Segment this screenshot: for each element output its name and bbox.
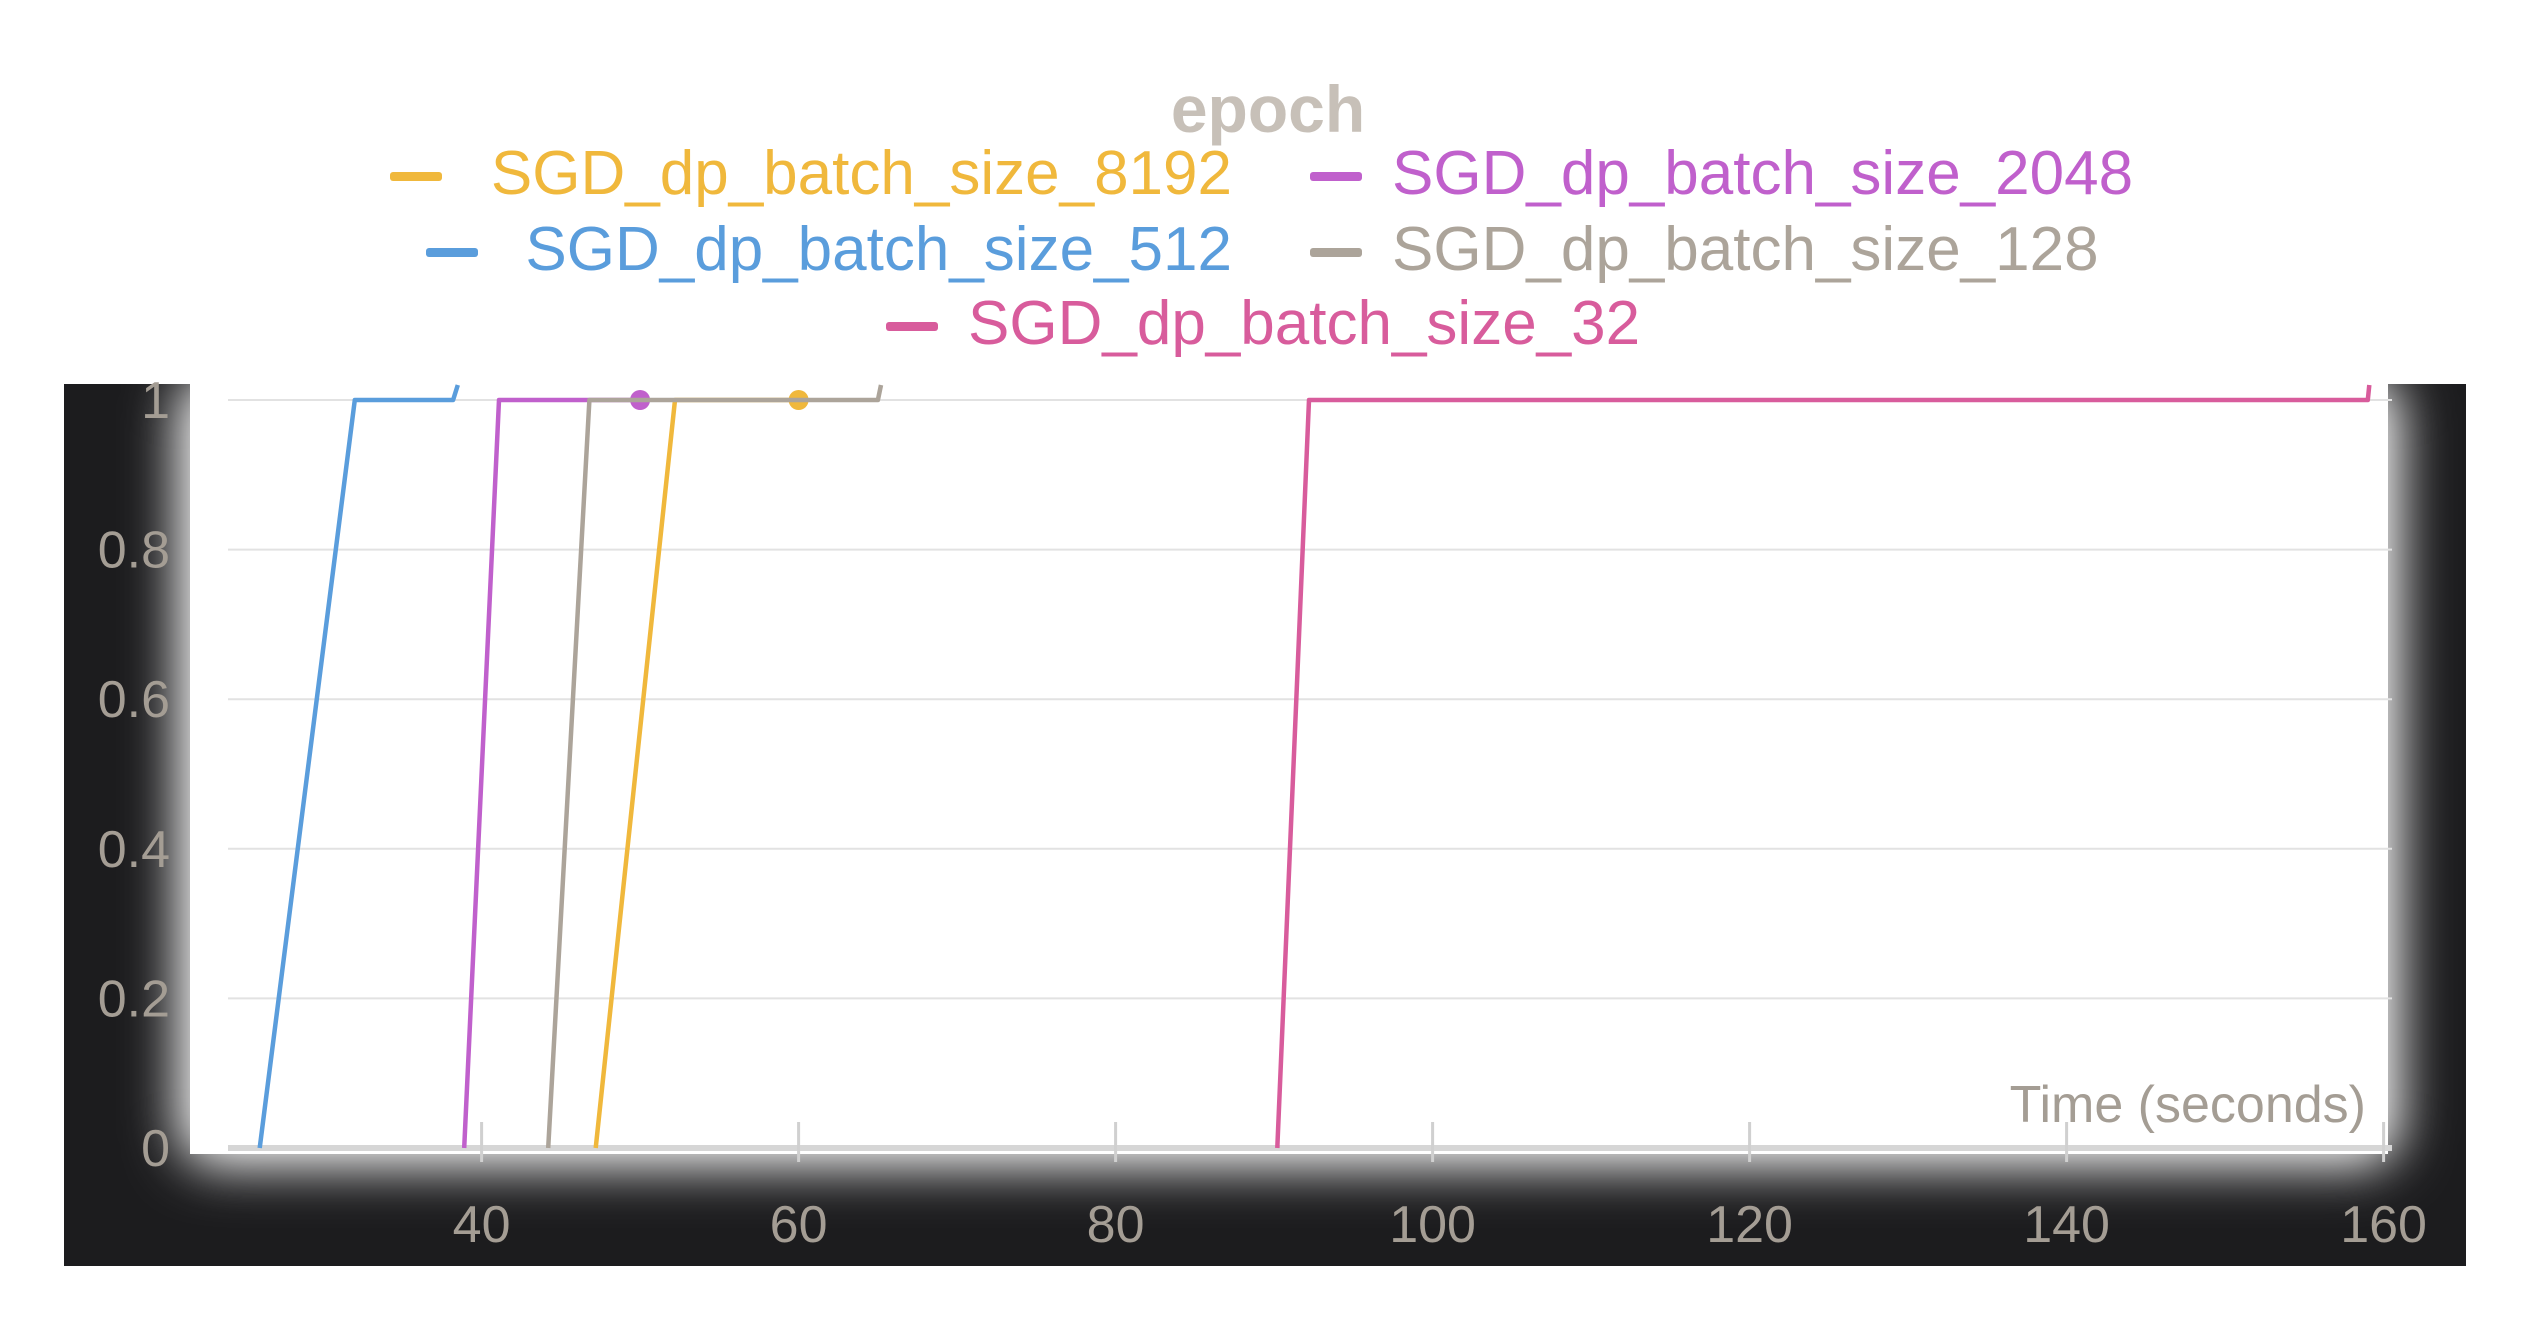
legend-item-SGD_dp_batch_size_8192[interactable]: SGD_dp_batch_size_8192 <box>390 139 1232 208</box>
x-tick-label: 40 <box>453 1196 511 1254</box>
y-tick-label: 0.8 <box>98 522 170 580</box>
legend-swatch <box>1310 248 1362 257</box>
x-tick-label: 140 <box>2023 1196 2110 1254</box>
legend[interactable]: SGD_dp_batch_size_8192 SGD_dp_batch_size_… <box>390 139 2133 358</box>
legend-label: SGD_dp_batch_size_128 <box>1392 215 2099 284</box>
series-line-SGD_dp_batch_size_512[interactable] <box>257 384 460 1149</box>
legend-label: SGD_dp_batch_size_8192 <box>491 139 1232 208</box>
x-axis-label: Time (seconds) <box>2010 1076 2366 1134</box>
legend-item-SGD_dp_batch_size_512[interactable]: SGD_dp_batch_size_512 <box>426 215 1232 284</box>
series-line-SGD_dp_batch_size_32[interactable] <box>1275 384 2372 1149</box>
legend-item-SGD_dp_batch_size_128[interactable]: SGD_dp_batch_size_128 <box>1310 215 2099 284</box>
legend-swatch <box>426 248 478 257</box>
legend-item-SGD_dp_batch_size_2048[interactable]: SGD_dp_batch_size_2048 <box>1310 139 2133 208</box>
series-line-SGD_dp_batch_size_128[interactable] <box>545 384 884 1149</box>
y-tick-label: 0 <box>141 1120 170 1178</box>
legend-swatch <box>390 172 442 181</box>
chart-title: epoch <box>1171 72 1365 146</box>
x-axis-tick-labels: 40 60 80 100 120 140 160 <box>453 1196 2427 1254</box>
y-axis-tick-labels: 0 0.2 0.4 0.6 0.8 1 <box>98 372 170 1178</box>
y-tick-label: 1 <box>141 372 170 430</box>
y-tick-label: 0.6 <box>98 671 170 729</box>
x-tick-label: 60 <box>770 1196 828 1254</box>
x-tick-label: 100 <box>1389 1196 1476 1254</box>
legend-item-SGD_dp_batch_size_32[interactable]: SGD_dp_batch_size_32 <box>886 289 1640 358</box>
plot-area <box>190 384 2388 1154</box>
x-axis-ticks <box>480 1122 2386 1162</box>
x-tick-label: 160 <box>2340 1196 2427 1254</box>
legend-label: SGD_dp_batch_size_512 <box>525 215 1232 284</box>
series-lines <box>257 384 2372 1149</box>
legend-swatch <box>1310 172 1362 181</box>
x-tick-label: 80 <box>1087 1196 1145 1254</box>
legend-label: SGD_dp_batch_size_2048 <box>1392 139 2133 208</box>
y-tick-label: 0.4 <box>98 821 170 879</box>
x-tick-label: 120 <box>1706 1196 1793 1254</box>
legend-swatch <box>886 322 938 331</box>
legend-label: SGD_dp_batch_size_32 <box>968 289 1640 358</box>
y-tick-label: 0.2 <box>98 970 170 1028</box>
